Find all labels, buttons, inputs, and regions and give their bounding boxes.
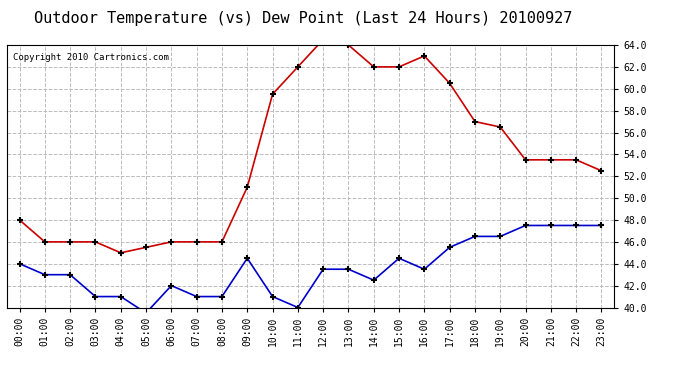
Text: Copyright 2010 Cartronics.com: Copyright 2010 Cartronics.com <box>13 53 169 62</box>
Text: Outdoor Temperature (vs) Dew Point (Last 24 Hours) 20100927: Outdoor Temperature (vs) Dew Point (Last… <box>34 11 573 26</box>
